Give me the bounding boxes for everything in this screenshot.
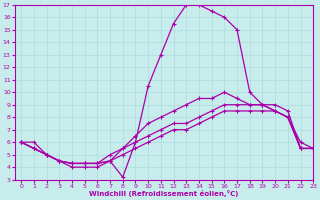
X-axis label: Windchill (Refroidissement éolien,°C): Windchill (Refroidissement éolien,°C) <box>89 190 239 197</box>
